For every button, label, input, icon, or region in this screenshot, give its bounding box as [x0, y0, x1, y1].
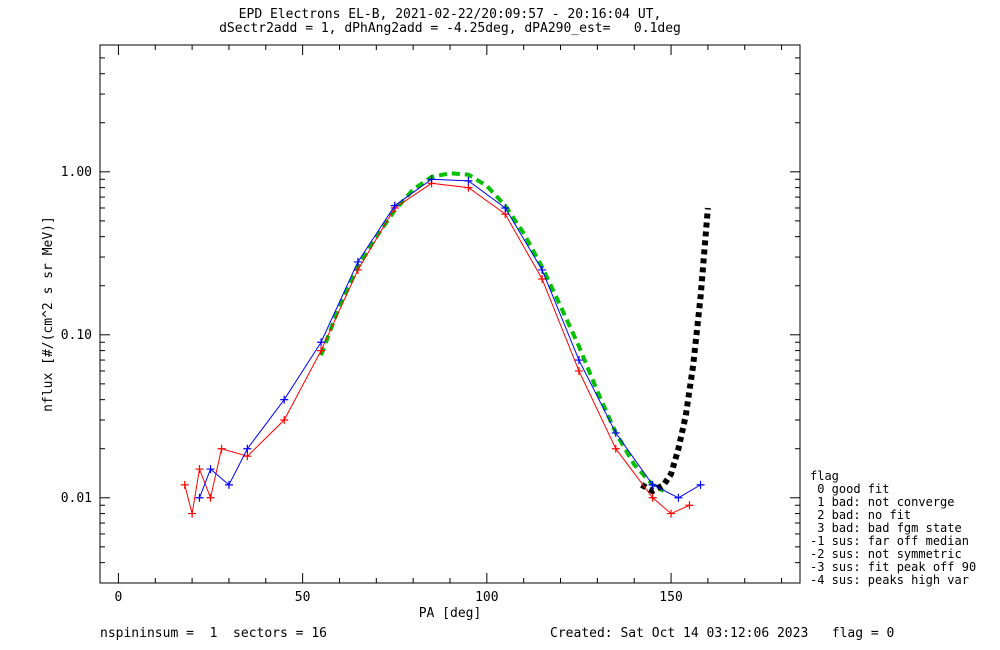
series-point	[538, 265, 547, 274]
series-point	[217, 444, 226, 453]
series-point	[685, 501, 694, 510]
series-point	[224, 480, 233, 489]
series-point	[667, 509, 676, 518]
x-tick-label: 0	[115, 590, 123, 605]
series-point	[317, 346, 326, 355]
series-point	[353, 257, 362, 266]
series-point	[648, 493, 657, 502]
series-point	[611, 444, 620, 453]
y-tick-label: 0.10	[61, 328, 92, 343]
chart-title: EPD Electrons EL-B, 2021-02-22/20:09:57 …	[238, 7, 662, 22]
series-point	[696, 480, 705, 489]
y-tick-label: 1.00	[61, 165, 92, 180]
series-point	[648, 480, 657, 489]
series-line-2	[184, 182, 690, 515]
series-point	[280, 416, 289, 425]
series-point	[180, 480, 189, 489]
legend-item: -1 sus: far off median	[810, 534, 969, 548]
series-line-0	[319, 171, 665, 493]
series-point	[574, 356, 583, 365]
y-tick-label: 0.01	[61, 491, 92, 506]
x-tick-label: 150	[659, 590, 682, 605]
footer-spin-info: nspininsum = 1 sectors = 16	[100, 626, 327, 641]
footer-created-info: Created: Sat Oct 14 03:12:06 2023 flag =…	[550, 626, 895, 641]
series-point	[464, 183, 473, 192]
chart-subtitle: dSectr2add = 1, dPhAng2add = -4.25deg, d…	[219, 21, 681, 36]
series-point	[390, 201, 399, 210]
series-point	[206, 493, 215, 502]
plot-frame	[99, 44, 801, 584]
series-point	[280, 395, 289, 404]
series-point	[188, 509, 197, 518]
x-tick-label: 50	[295, 590, 311, 605]
legend-item: 0 good fit	[810, 482, 890, 496]
y-axis-label: nflux [#/(cm^2 s sr MeV)]	[41, 216, 56, 412]
flag-legend: flag 0 good fit 1 bad: not converge 2 ba…	[810, 470, 976, 587]
series-point	[464, 176, 473, 185]
series-point	[195, 493, 204, 502]
series-point	[574, 366, 583, 375]
series-point	[317, 338, 326, 347]
series-point	[674, 493, 683, 502]
series-point	[611, 428, 620, 437]
series-point	[206, 465, 215, 474]
legend-item: 2 bad: no fit	[810, 508, 912, 522]
series-line-3	[199, 178, 701, 499]
axes: 0 50 100 150 0.01 0.10 1.00	[61, 44, 800, 605]
series-point	[501, 203, 510, 212]
series-point	[195, 465, 204, 474]
series-point	[427, 175, 436, 184]
legend-item: -2 sus: not symmetric	[810, 547, 962, 561]
data-traces	[180, 171, 711, 518]
series-point	[538, 274, 547, 283]
series-line-1	[640, 207, 711, 495]
series-point	[353, 265, 362, 274]
series-point	[243, 452, 252, 461]
legend-item: 3 bad: bad fgm state	[810, 521, 962, 535]
legend-item: -3 sus: fit peak off 90	[810, 560, 977, 574]
x-axis-label: PA [deg]	[419, 606, 482, 621]
legend-item: -4 sus: peaks high var	[810, 573, 969, 587]
legend-item: 1 bad: not converge	[810, 495, 955, 509]
legend-item: flag	[810, 469, 839, 483]
series-point	[243, 444, 252, 453]
x-tick-label: 100	[475, 590, 498, 605]
